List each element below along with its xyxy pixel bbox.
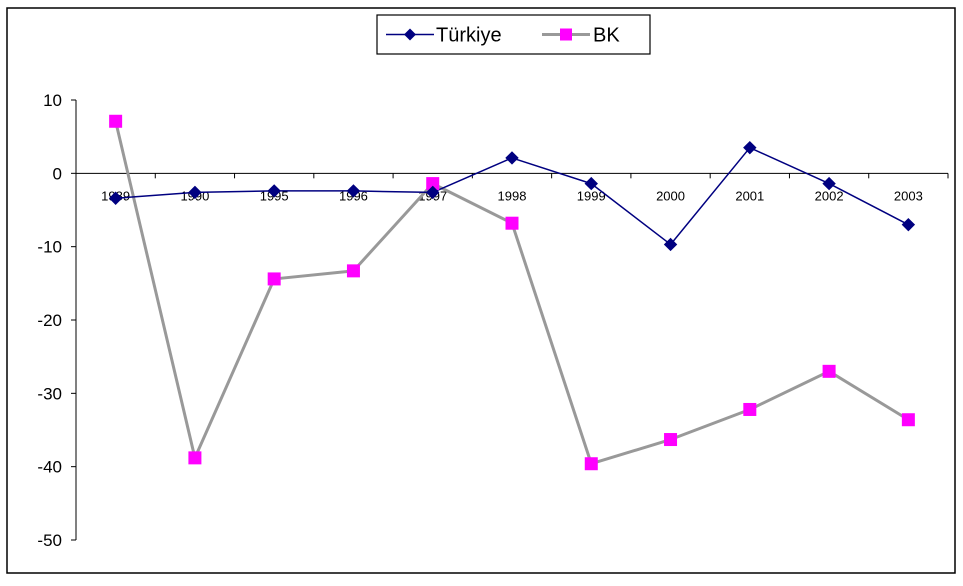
turkiye-point [346, 184, 361, 198]
y-tick-label: 0 [53, 164, 62, 183]
x-tick-label: 1999 [577, 188, 606, 203]
axes [71, 99, 949, 541]
turkiye-point [822, 176, 836, 191]
legend-label-bk: BK [593, 25, 620, 47]
x-tick-label: 2001 [735, 188, 764, 203]
turkiye-point [584, 176, 598, 191]
turkiye-point [426, 185, 440, 200]
bk-point [505, 216, 519, 230]
bk-point [188, 451, 202, 465]
x-tick-label: 1998 [498, 188, 527, 203]
y-tick-label: 10 [43, 91, 62, 110]
x-tick-label: 2002 [815, 188, 844, 203]
turkiye-point [743, 140, 757, 155]
turkiye-point [108, 191, 123, 205]
turkiye-point [267, 184, 281, 198]
legend-marker-turkiye [404, 28, 416, 41]
bk-point [584, 457, 598, 471]
bk-point [822, 364, 836, 378]
turkiye-point [188, 185, 202, 200]
bk-point [267, 272, 281, 286]
bk-point [664, 433, 678, 447]
y-tick-labels: 10 0 -10 -20 -30 -40 -50 [37, 91, 62, 550]
series-layer [108, 114, 916, 471]
turkiye-point [663, 237, 678, 252]
x-tick-label: 2003 [894, 188, 923, 203]
y-tick-label: -20 [37, 311, 62, 330]
bk-point [346, 264, 360, 278]
y-tick-label: -50 [37, 531, 62, 550]
bk-point [901, 413, 915, 427]
bk-point [743, 402, 757, 416]
x-tick-label: 2000 [656, 188, 685, 203]
bk-point [109, 114, 123, 128]
legend-label-turkiye: Türkiye [436, 25, 502, 47]
legend: Türkiye BK [376, 14, 651, 55]
y-tick-label: -40 [37, 458, 62, 477]
turkiye-point [901, 217, 916, 232]
y-tick-label: -10 [37, 238, 62, 257]
turkiye-point [505, 151, 519, 165]
chart-border [6, 7, 956, 574]
legend-marker-bk [560, 28, 572, 41]
y-tick-label: -30 [37, 384, 62, 403]
